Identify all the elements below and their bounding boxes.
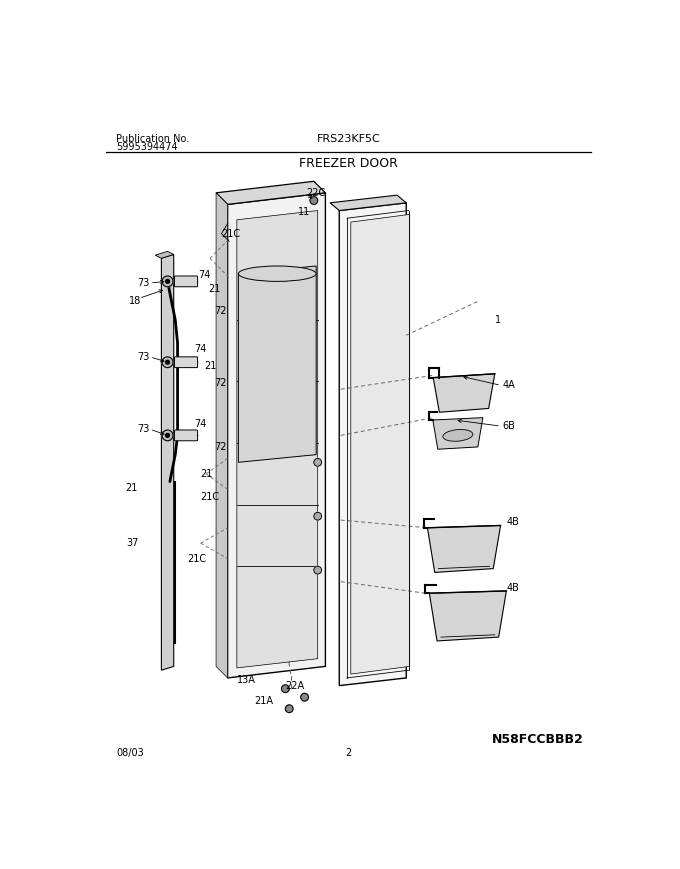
Text: 11: 11 [299,207,311,217]
Circle shape [314,567,322,574]
Polygon shape [216,193,228,678]
Polygon shape [239,266,316,462]
Circle shape [310,196,318,204]
Circle shape [286,705,293,713]
Text: 13A: 13A [237,675,256,686]
Circle shape [166,434,169,437]
Circle shape [282,685,289,693]
Circle shape [314,459,322,466]
Text: 73: 73 [137,352,149,362]
Ellipse shape [443,429,473,441]
Circle shape [162,430,173,441]
Text: N58FCCBBB2: N58FCCBBB2 [492,733,583,746]
Ellipse shape [239,266,316,282]
Text: Publication No.: Publication No. [116,134,189,143]
Text: 72: 72 [214,306,226,315]
Text: 2: 2 [345,748,352,758]
Text: 6B: 6B [503,421,515,431]
Text: FREEZER DOOR: FREEZER DOOR [299,156,398,169]
Text: 74: 74 [194,344,207,355]
Polygon shape [155,251,173,258]
Text: 74: 74 [194,419,207,428]
Polygon shape [351,215,410,674]
Polygon shape [228,193,326,678]
Text: 21: 21 [125,483,137,493]
Polygon shape [216,182,326,204]
Text: 22A: 22A [286,680,305,691]
Text: 21A: 21A [254,696,273,706]
Text: 21C: 21C [187,554,206,564]
Text: 74: 74 [199,270,211,280]
Polygon shape [237,210,318,668]
Text: 73: 73 [137,424,149,434]
Polygon shape [432,418,483,449]
Text: FRS23KF5C: FRS23KF5C [317,134,380,143]
Circle shape [162,276,173,287]
FancyBboxPatch shape [175,357,198,368]
Text: 5995394474: 5995394474 [116,142,177,152]
Text: 72: 72 [214,378,226,388]
Text: 73: 73 [137,278,149,288]
Circle shape [314,513,322,520]
Polygon shape [161,255,173,670]
FancyBboxPatch shape [175,430,198,441]
Polygon shape [339,202,406,686]
Circle shape [162,357,173,368]
Text: 21C: 21C [201,492,220,502]
Text: 21: 21 [208,284,221,294]
Text: 08/03: 08/03 [116,748,143,758]
Circle shape [301,693,309,701]
Text: 4A: 4A [503,381,515,390]
Text: 1: 1 [495,315,501,325]
Text: 21: 21 [201,469,213,479]
Text: 4B: 4B [507,583,520,593]
Text: 22C: 22C [306,188,326,198]
FancyBboxPatch shape [175,276,198,287]
Polygon shape [429,591,507,641]
Polygon shape [433,374,495,412]
Text: 37: 37 [126,538,139,548]
Text: 21C: 21C [222,229,241,239]
Circle shape [166,361,169,364]
Text: 21: 21 [205,362,217,371]
Circle shape [166,280,169,283]
Polygon shape [428,526,500,573]
Polygon shape [330,196,406,210]
Text: 18: 18 [129,295,141,306]
Text: 4B: 4B [507,516,520,527]
Text: 72: 72 [214,442,226,452]
